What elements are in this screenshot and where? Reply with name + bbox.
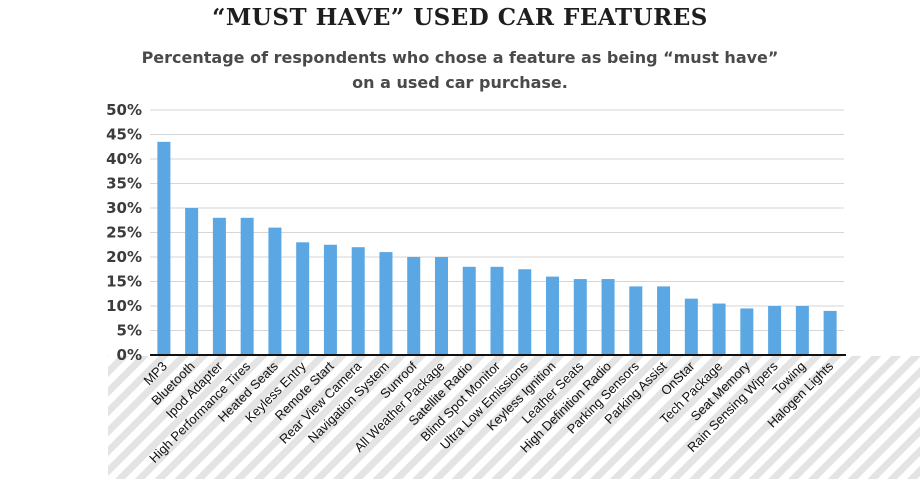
y-tick-label: 50%	[106, 101, 142, 119]
bar	[490, 266, 504, 355]
subtitle-line-1: Percentage of respondents who chose a fe…	[141, 48, 779, 67]
bar	[629, 286, 643, 355]
y-tick-label: 45%	[106, 126, 142, 144]
bar	[768, 306, 782, 355]
bar	[185, 208, 199, 355]
y-tick-label: 20%	[106, 248, 142, 266]
y-tick-label: 0%	[117, 346, 142, 364]
y-tick-label: 25%	[106, 224, 142, 242]
bar	[684, 298, 698, 355]
y-tick-label: 35%	[106, 175, 142, 193]
gridlines	[150, 109, 844, 331]
subtitle-line-2: on a used car purchase.	[352, 73, 568, 92]
bar	[573, 279, 587, 355]
bar	[518, 269, 532, 355]
bar	[323, 244, 337, 355]
bar	[657, 286, 671, 355]
y-tick-label: 15%	[106, 273, 142, 291]
bar	[795, 306, 809, 355]
y-tick-label: 30%	[106, 199, 142, 217]
bar	[546, 276, 560, 355]
bar	[712, 303, 726, 355]
bar	[407, 257, 421, 355]
bar	[823, 310, 837, 355]
y-tick-label: 5%	[117, 322, 142, 340]
chart-subtitle: Percentage of respondents who chose a fe…	[110, 45, 810, 95]
bar	[601, 279, 615, 355]
bar	[157, 141, 171, 355]
bars	[157, 141, 837, 355]
bar	[296, 242, 310, 355]
y-axis-ticks: 0% 5% 10% 15% 20% 25% 30% 35% 40% 45% 50%	[106, 101, 142, 364]
y-tick-label: 10%	[106, 297, 142, 315]
bar	[379, 252, 393, 355]
bar	[240, 217, 254, 355]
bar	[462, 266, 476, 355]
bar	[351, 247, 365, 355]
bar	[740, 308, 754, 355]
bar	[212, 217, 226, 355]
bar	[434, 257, 448, 355]
bar	[268, 227, 282, 355]
y-tick-label: 40%	[106, 150, 142, 168]
label-band-background	[108, 356, 920, 479]
chart-title: “MUST HAVE” USED CAR FEATURES	[212, 4, 708, 31]
